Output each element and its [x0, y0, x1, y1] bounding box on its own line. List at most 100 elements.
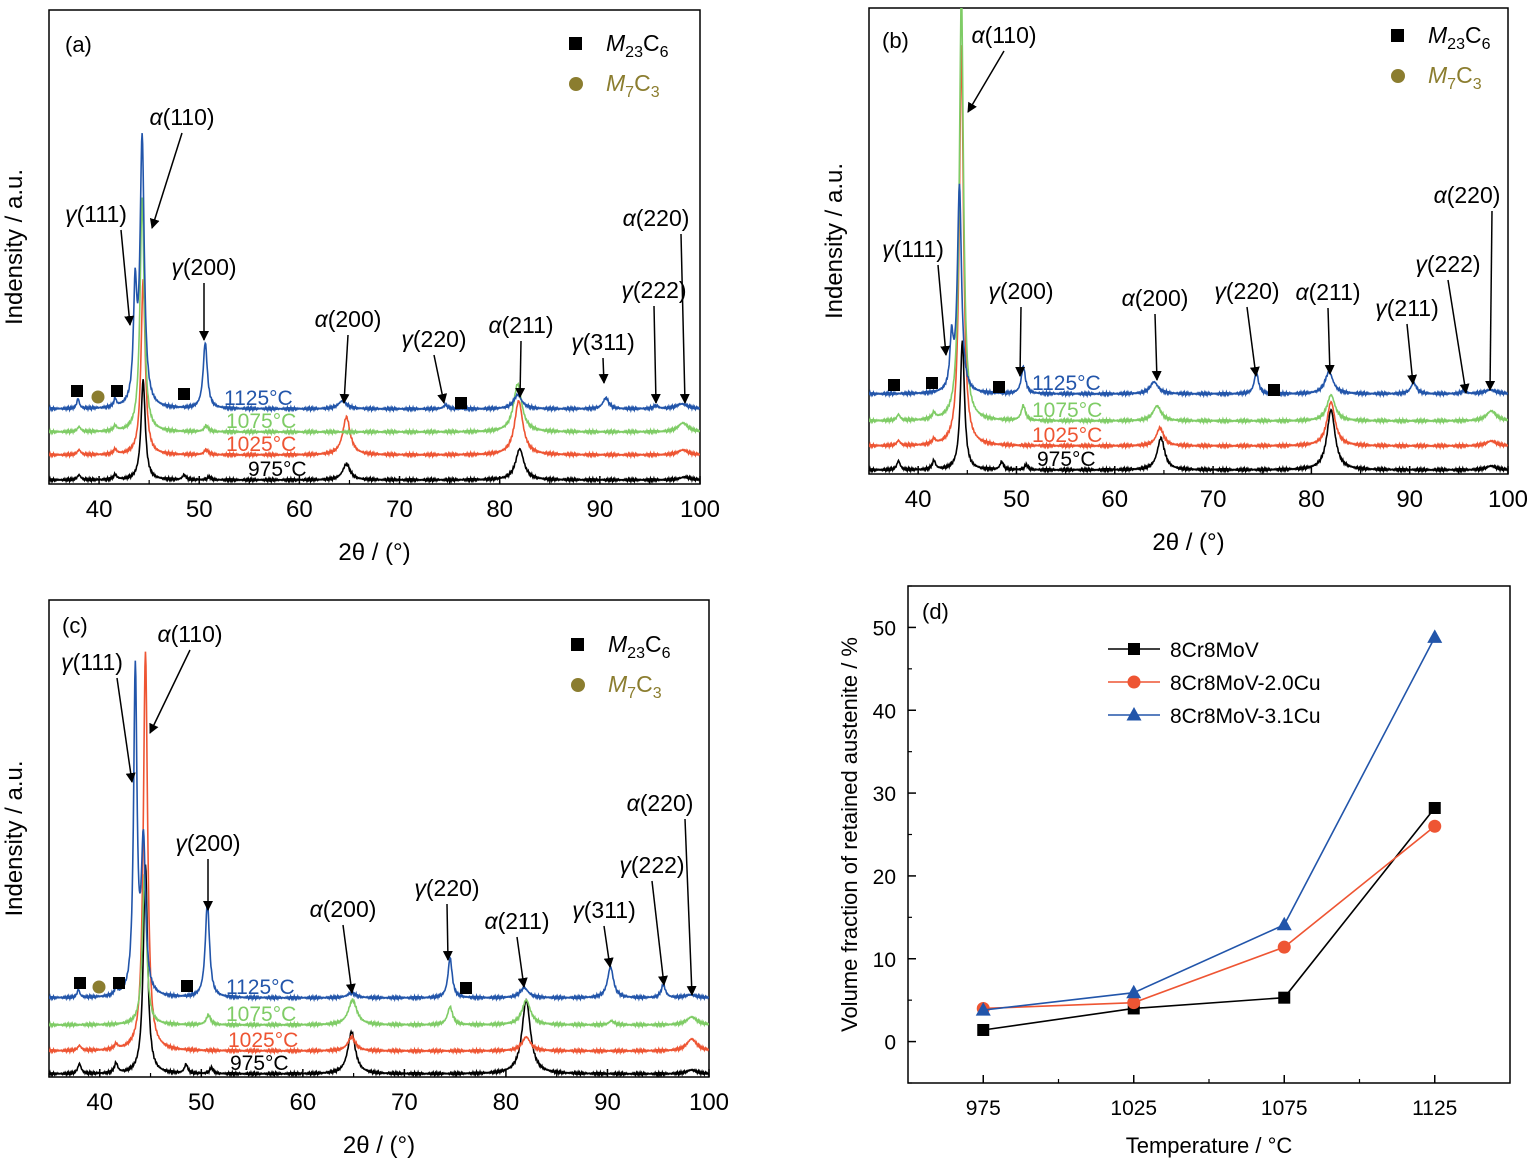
series-line-1125°C	[49, 660, 709, 1003]
m23c6-marker	[1268, 384, 1280, 396]
plot-frame	[48, 599, 710, 1078]
plot-frame	[48, 9, 701, 485]
peak-arrow	[1447, 279, 1470, 394]
x-tick-label: 50	[186, 496, 213, 523]
series-line-8Cr8MoV	[983, 807, 1436, 1031]
peak-label: γ(111)	[61, 649, 123, 675]
series-label: 1025°C	[228, 1029, 298, 1052]
legend-label: M23C6	[1428, 22, 1491, 53]
curves	[49, 133, 700, 484]
peak-arrow	[967, 50, 1005, 113]
series-line-975°C	[49, 864, 709, 1077]
series-line-1025°C	[49, 651, 709, 1056]
series-line-1125°C	[49, 133, 700, 414]
y-tick-label: 30	[873, 783, 896, 806]
peak-arrow	[516, 936, 528, 988]
m23c6-marker	[178, 388, 190, 400]
panel-label: (d)	[922, 599, 949, 624]
peak-label: γ(311)	[571, 329, 635, 355]
peak-arrow	[937, 264, 951, 356]
peak-arrow	[1406, 323, 1418, 385]
peak-arrow	[120, 229, 135, 326]
data-point-triangle	[1427, 629, 1443, 643]
peak-label: γ(200)	[175, 830, 240, 856]
series-label: 1125°C	[224, 387, 293, 410]
peak-label: α(200)	[310, 896, 377, 922]
legend-circle-marker	[1391, 69, 1405, 83]
y-axis-title: Volume fraction of retained austenite / …	[837, 637, 862, 1032]
y-tick-label: 10	[873, 949, 896, 972]
peak-arrow	[116, 677, 136, 783]
legend-circle-marker	[569, 77, 583, 91]
peak-arrow	[149, 132, 183, 229]
y-tick-label: 20	[873, 866, 896, 889]
x-axis-title: 2θ / (°)	[1152, 529, 1224, 556]
series-label: 1075°C	[226, 1003, 296, 1026]
peak-arrow	[598, 357, 609, 384]
x-tick-label: 50	[188, 1089, 215, 1116]
x-tick-label: 60	[286, 496, 313, 523]
peak-label: α(211)	[488, 312, 553, 338]
xrd-panel-b: 40 50 60 70 80 90 100 2θ / (°) Indensity / a.u. (…	[821, 7, 1528, 556]
x-tick-label: 90	[586, 496, 613, 523]
peak-label: γ(200)	[171, 254, 236, 280]
legend-square-marker	[571, 638, 584, 651]
x-tick-label: 70	[386, 496, 413, 523]
m23c6-marker	[926, 377, 938, 389]
series-label: 1025°C	[226, 433, 296, 456]
peak-label: α(200)	[315, 306, 382, 332]
curves	[869, 8, 1508, 474]
y-tick-label: 0	[884, 1032, 896, 1055]
legend-marker	[1127, 675, 1141, 689]
peak-label: γ(200)	[988, 278, 1053, 304]
peak-arrow	[1485, 210, 1496, 391]
series-label: 1075°C	[226, 410, 296, 433]
data-point-circle	[1277, 940, 1291, 954]
legend-label: 8Cr8MoV-3.1Cu	[1170, 705, 1321, 728]
series-line-1025°C	[869, 45, 1508, 451]
peak-label: α(211)	[1295, 279, 1360, 305]
peak-label: α(211)	[484, 908, 549, 934]
x-tick-label: 70	[391, 1089, 418, 1116]
peak-arrow	[149, 649, 191, 734]
m23c6-marker	[113, 977, 125, 989]
peak-arrow	[651, 880, 668, 986]
plot-frame	[868, 7, 1509, 475]
y-tick-label: 50	[873, 617, 896, 640]
peak-arrow	[1015, 306, 1026, 377]
series-label: 1025°C	[1032, 424, 1102, 447]
x-tick-label: 100	[1488, 486, 1528, 513]
x-tick-label: 80	[486, 496, 513, 523]
m23c6-marker	[455, 397, 467, 409]
legend-square-marker	[569, 37, 582, 50]
series-line-1075°C	[49, 197, 700, 437]
peak-arrow	[515, 340, 526, 398]
x-axis-title: 2θ / (°)	[343, 1132, 415, 1159]
x-tick-label: 1025	[1110, 1097, 1157, 1120]
x-tick-label: 40	[86, 1089, 113, 1116]
x-tick-label: 975	[966, 1097, 1001, 1120]
data-point-square	[977, 1023, 990, 1036]
peak-label: α(110)	[971, 22, 1036, 48]
legend-label: M7C3	[1428, 62, 1482, 93]
peak-label: α(110)	[157, 621, 222, 647]
series-line-975°C	[869, 340, 1508, 474]
x-tick-label: 80	[1298, 486, 1325, 513]
peak-arrow	[342, 924, 356, 994]
m23c6-marker	[181, 980, 193, 992]
peak-label: α(200)	[1122, 285, 1189, 311]
peak-label: γ(220)	[401, 326, 466, 352]
panel-label: (b)	[882, 28, 909, 53]
data-point-square	[1278, 991, 1291, 1004]
panel-label: (a)	[65, 32, 92, 57]
peak-arrow	[1246, 306, 1260, 377]
legend-label: M7C3	[608, 671, 662, 702]
x-tick-label: 40	[905, 486, 932, 513]
series-label: 975°C	[1037, 448, 1096, 471]
x-tick-label: 1125	[1412, 1097, 1457, 1120]
data-point-triangle	[1126, 984, 1142, 999]
data-point-triangle	[1276, 916, 1292, 931]
series-label: 975°C	[248, 458, 307, 481]
legend-label: 8Cr8MoV	[1170, 639, 1259, 662]
